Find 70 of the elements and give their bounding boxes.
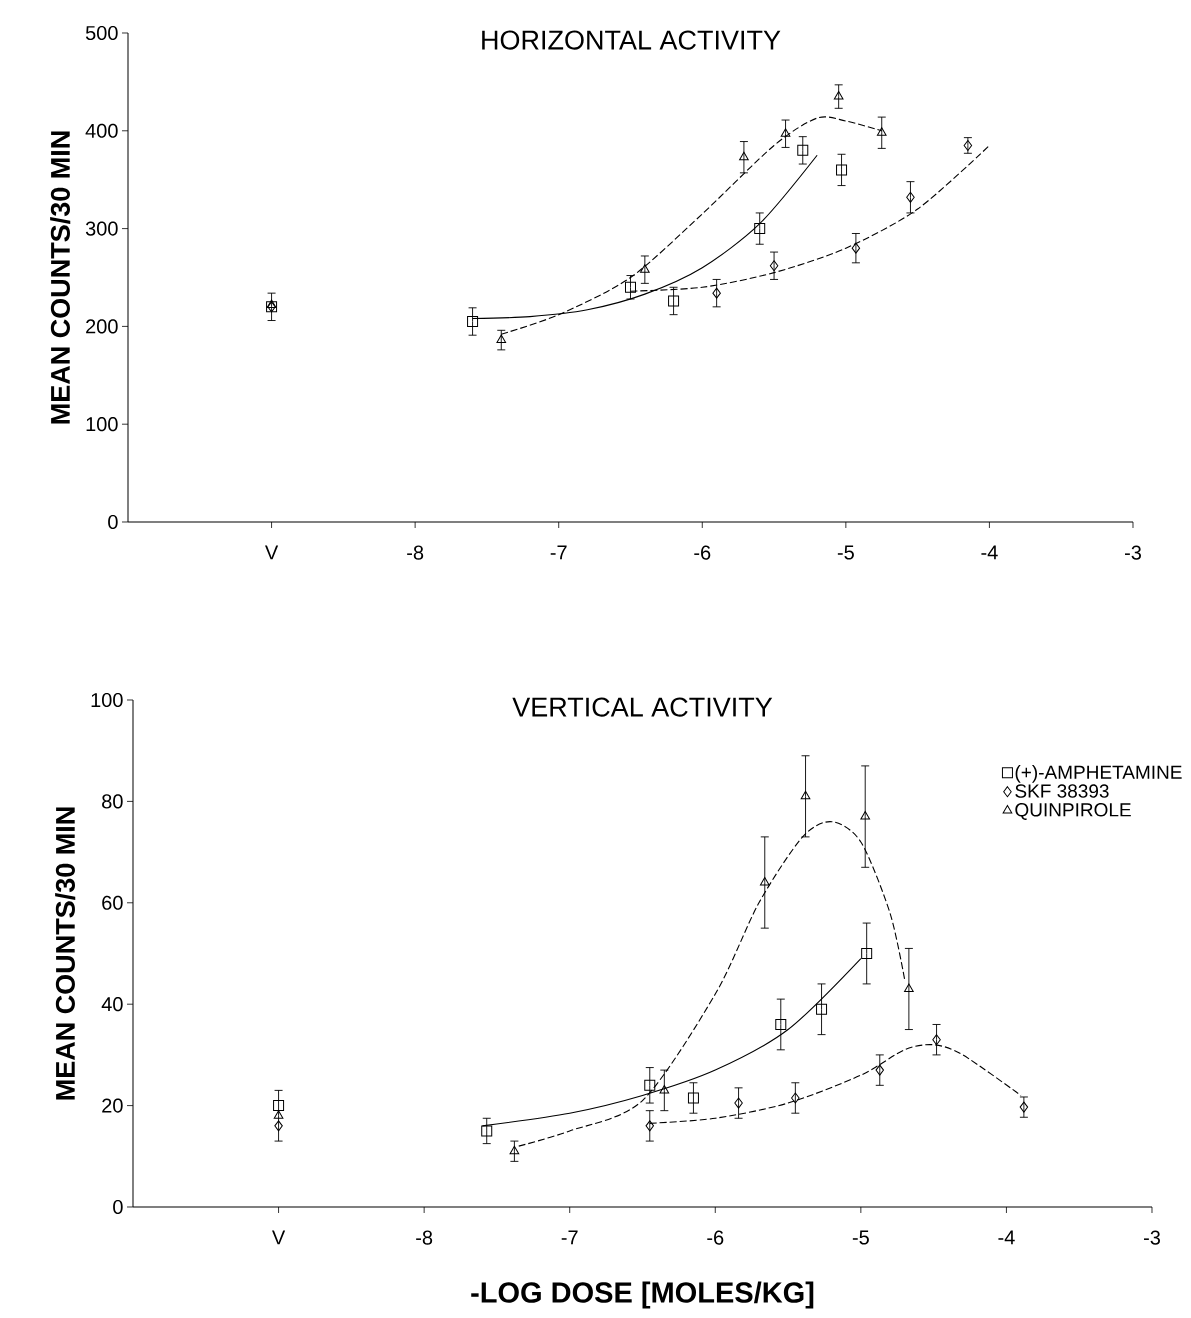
y-tick-label: 300 bbox=[85, 221, 118, 236]
x-tick-label: -3 bbox=[1143, 1230, 1160, 1245]
x-tick-label: -5 bbox=[837, 545, 854, 560]
point bbox=[800, 790, 811, 800]
chart-title: HORIZONTAL ACTIVITY bbox=[482, 30, 781, 50]
point bbox=[644, 1079, 656, 1091]
x-tick-label: -8 bbox=[416, 1230, 433, 1245]
point bbox=[481, 1125, 493, 1137]
point bbox=[624, 281, 636, 293]
point bbox=[754, 223, 766, 235]
point bbox=[668, 295, 680, 307]
point bbox=[640, 264, 650, 273]
x-tick-label: -7 bbox=[561, 1230, 578, 1245]
y-tick-label: 100 bbox=[91, 692, 123, 708]
point bbox=[273, 1100, 285, 1112]
x-tick-label: -8 bbox=[407, 545, 424, 560]
y-tick-label: 20 bbox=[102, 1098, 123, 1113]
y-tick-label: 40 bbox=[101, 997, 123, 1012]
y-tick-label: 0 bbox=[108, 514, 118, 530]
point bbox=[791, 1092, 800, 1104]
point bbox=[273, 1110, 284, 1119]
y-tick-label: 500 bbox=[85, 25, 118, 41]
x-tick-label: -7 bbox=[550, 545, 567, 560]
point bbox=[1019, 1101, 1029, 1113]
y-tick-label: 60 bbox=[102, 895, 123, 910]
point bbox=[739, 151, 749, 161]
point bbox=[932, 1034, 941, 1046]
point bbox=[906, 191, 915, 203]
legend-label: SKF 38393 bbox=[1015, 784, 1109, 798]
point bbox=[645, 1120, 655, 1132]
point bbox=[274, 1120, 283, 1132]
point bbox=[851, 242, 861, 254]
x-tick-label: -5 bbox=[852, 1230, 869, 1245]
point bbox=[904, 983, 914, 992]
x-tick-label: -6 bbox=[694, 545, 711, 560]
point bbox=[860, 811, 871, 820]
point bbox=[509, 1145, 520, 1155]
point bbox=[712, 287, 721, 299]
chart-title: VERTICAL ACTIVITY bbox=[512, 697, 773, 717]
x-tick-label: -3 bbox=[1124, 545, 1141, 560]
point bbox=[687, 1092, 699, 1104]
point bbox=[797, 144, 809, 156]
point bbox=[775, 1018, 787, 1030]
point bbox=[876, 127, 887, 136]
point bbox=[875, 1064, 885, 1076]
point bbox=[780, 128, 791, 137]
point bbox=[734, 1097, 743, 1109]
y-tick-label: 200 bbox=[86, 319, 118, 334]
point bbox=[496, 334, 507, 344]
x-tick-label: V bbox=[271, 1230, 286, 1245]
x-tick-label: V bbox=[264, 545, 279, 560]
point bbox=[769, 260, 779, 272]
y-tick-label: 100 bbox=[86, 417, 118, 432]
point bbox=[659, 1084, 670, 1094]
y-tick-label: 80 bbox=[102, 794, 123, 809]
y-axis-title: MEAN COUNTS/30 MIN bbox=[50, 131, 71, 424]
point bbox=[467, 316, 479, 327]
x-axis-title: -LOG DOSE [MOLES/KG] bbox=[471, 1281, 814, 1309]
point bbox=[836, 164, 848, 176]
y-axis-title: MEAN COUNTS/30 MIN bbox=[55, 807, 76, 1100]
x-tick-label: -4 bbox=[981, 545, 998, 560]
point bbox=[816, 1003, 828, 1015]
legend-label: (+)-AMPHETAMINE bbox=[1015, 765, 1182, 783]
point bbox=[759, 877, 770, 886]
y-tick-label: 400 bbox=[85, 123, 118, 138]
point bbox=[833, 91, 844, 100]
legend-label: QUINPIROLE bbox=[1015, 803, 1131, 820]
x-tick-label: -4 bbox=[998, 1230, 1015, 1245]
y-tick-label: 0 bbox=[113, 1199, 123, 1215]
x-tick-label: -6 bbox=[707, 1230, 724, 1245]
